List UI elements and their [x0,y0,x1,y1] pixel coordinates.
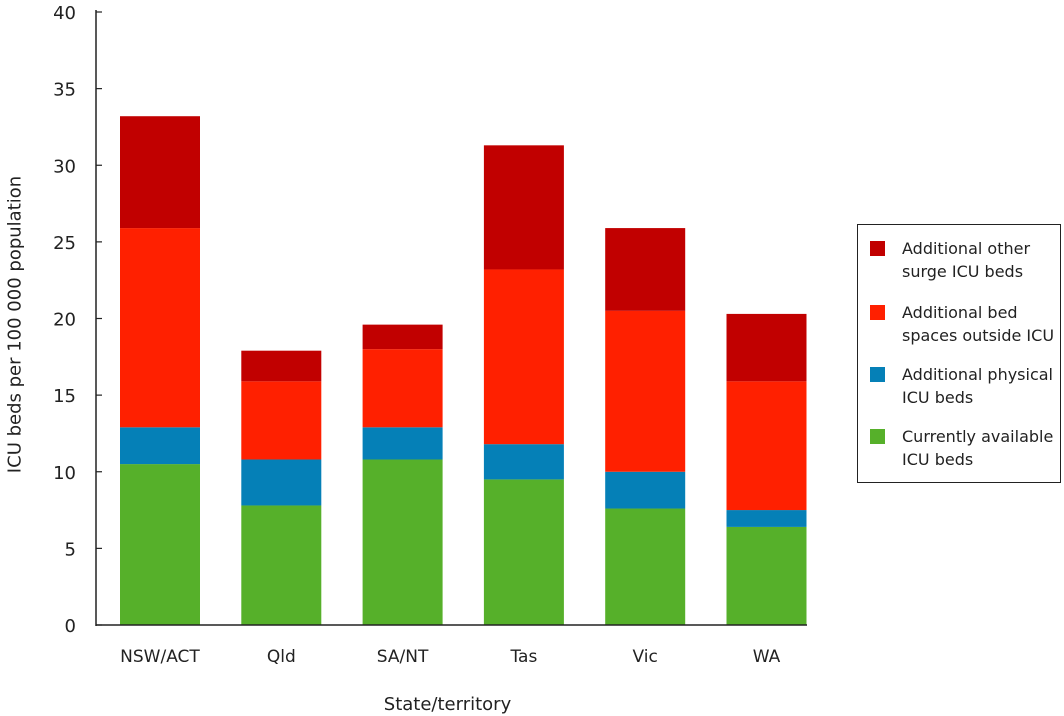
bar-segment [241,459,322,506]
x-tick-label: Tas [509,647,537,667]
y-axis-title: ICU beds per 100 000 population [4,175,26,474]
y-tick-label: 40 [53,3,76,24]
bar-segment [483,145,564,270]
bar-segment [605,508,686,625]
bar-segment [726,526,807,625]
y-tick-label: 0 [65,616,76,637]
bar-segment [726,313,807,382]
bar-segment [726,381,807,511]
bar-segment [120,427,200,465]
y-tick-label: 20 [53,310,76,331]
bar-segment [120,116,200,229]
bar-segment [362,459,443,625]
legend-label: Additional physical ICU beds [902,365,1053,407]
legend-item-physical-icu: Additional physical ICU beds [870,363,1064,409]
x-tick-label: Vic [633,647,658,667]
bar-segment [483,444,564,480]
legend-swatch [870,305,885,320]
legend-item-currently-available: Currently available ICU beds [870,425,1064,471]
legend-label: Currently available ICU beds [902,427,1054,469]
y-tick-label: 15 [53,386,76,407]
bar-segment [605,471,686,509]
bar-segment [362,427,443,460]
bar-segment [362,324,443,350]
legend-swatch [870,429,885,444]
bar-segment [120,228,200,428]
bar-segment [362,349,443,428]
legend-item-outside-icu: Additional bed spaces outside ICU [870,301,1064,347]
bar-segment [605,310,686,472]
bar-segment [241,381,322,460]
bar-segment [605,228,686,311]
y-tick-label: 5 [65,539,76,560]
y-tick-label: 10 [53,463,76,484]
x-tick-label: Qld [267,647,296,667]
legend-item-other-surge: Additional other surge ICU beds [870,237,1064,283]
legend-swatch [870,241,885,256]
legend-swatch [870,367,885,382]
bar-segment [241,505,322,625]
y-tick-label: 30 [53,156,76,177]
y-tick-label: 35 [53,80,76,101]
bar-segment [483,479,564,625]
y-tick-label: 25 [53,233,76,254]
legend: Additional other surge ICU beds Addition… [857,224,1061,483]
bar-segment [241,350,322,382]
bar-segment [726,510,807,527]
bar-segment [483,269,564,445]
bar-segment [120,464,200,625]
x-tick-label: SA/NT [377,647,429,667]
legend-label: Additional other surge ICU beds [902,239,1031,281]
x-tick-label: WA [753,647,781,667]
x-tick-label: NSW/ACT [120,647,200,667]
x-axis-title: State/territory [383,694,512,715]
legend-label: Additional bed spaces outside ICU [902,303,1055,345]
